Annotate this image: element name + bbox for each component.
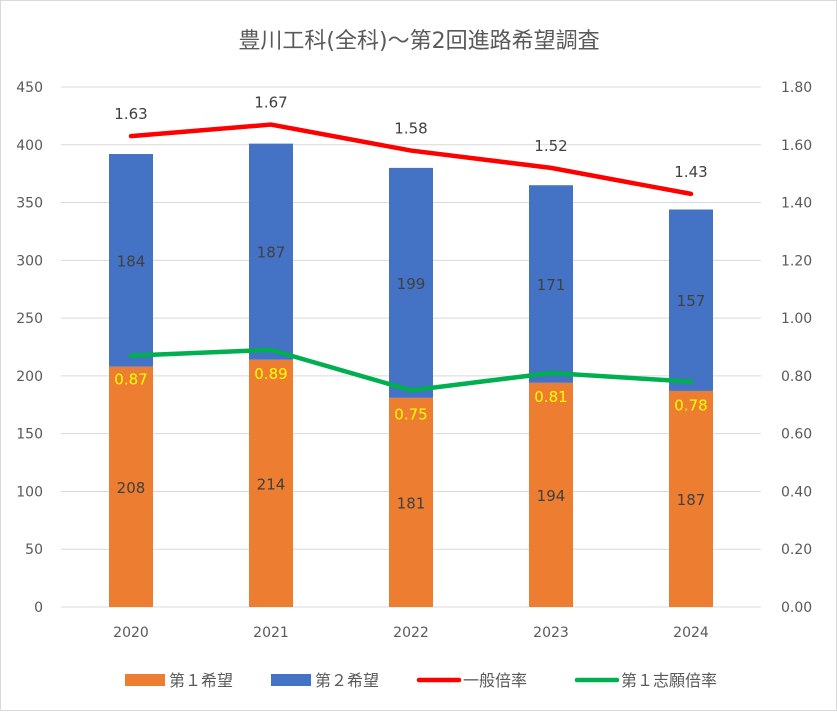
left-tick-label: 200 bbox=[16, 369, 43, 385]
legend-swatch bbox=[271, 674, 311, 686]
left-axis: 0 50 100 150 200 250 300 350 400 450 bbox=[16, 80, 43, 616]
bar-second-choice bbox=[249, 143, 293, 360]
line-label-first-choice-ratio: 0.78 bbox=[674, 397, 707, 415]
bar-first-choice bbox=[669, 390, 713, 607]
left-tick-label: 100 bbox=[16, 484, 43, 500]
line-label-first-choice-ratio: 0.81 bbox=[534, 388, 567, 406]
legend: 第１希望 第２希望 一般倍率 第１志願倍率 bbox=[125, 671, 717, 690]
left-tick-label: 400 bbox=[16, 138, 43, 154]
bar-label-first-choice: 187 bbox=[677, 491, 706, 509]
line-label-general-ratio: 1.67 bbox=[254, 94, 287, 112]
right-tick-label: 0.80 bbox=[781, 369, 812, 385]
legend-swatch bbox=[125, 674, 165, 686]
line-label-first-choice-ratio: 0.87 bbox=[114, 371, 147, 389]
legend-label: 第１志願倍率 bbox=[621, 671, 717, 690]
bar-label-second-choice: 199 bbox=[397, 275, 426, 293]
bar-second-choice bbox=[389, 167, 433, 398]
data-labels: 208 184 214 187 181 199 194 171 187 157 1.63 1.67 1.… bbox=[114, 94, 707, 513]
chart-title: 豊川工科(全科)～第2回進路希望調査 bbox=[238, 29, 599, 54]
bar-first-choice bbox=[249, 359, 293, 607]
legend-label: 一般倍率 bbox=[463, 671, 527, 690]
right-axis: 0.00 0.20 0.40 0.60 0.80 1.00 1.20 1.40 1.60 1.80 bbox=[781, 80, 812, 616]
x-tick-label: 2023 bbox=[533, 625, 569, 641]
right-tick-label: 0.20 bbox=[781, 542, 812, 558]
bar-second-choice bbox=[669, 209, 713, 391]
left-tick-label: 50 bbox=[25, 542, 43, 558]
right-tick-label: 1.00 bbox=[781, 311, 812, 327]
x-tick-label: 2020 bbox=[113, 625, 149, 641]
legend-label: 第１希望 bbox=[169, 671, 233, 690]
bar-label-second-choice: 171 bbox=[537, 276, 566, 294]
line-label-general-ratio: 1.63 bbox=[114, 105, 147, 123]
bars bbox=[109, 143, 713, 607]
bar-label-first-choice: 194 bbox=[537, 487, 566, 505]
right-tick-label: 1.80 bbox=[781, 80, 812, 96]
bar-label-first-choice: 208 bbox=[117, 479, 146, 497]
right-tick-label: 1.20 bbox=[781, 253, 812, 269]
line-label-general-ratio: 1.43 bbox=[674, 163, 707, 181]
right-tick-label: 0.60 bbox=[781, 427, 812, 443]
line-label-first-choice-ratio: 0.89 bbox=[254, 365, 287, 383]
line-general-ratio bbox=[128, 122, 694, 197]
x-tick-label: 2024 bbox=[673, 625, 709, 641]
bar-label-first-choice: 214 bbox=[257, 475, 286, 493]
x-axis: 2020 2021 2022 2023 2024 bbox=[113, 625, 709, 641]
bar-label-first-choice: 181 bbox=[397, 494, 426, 512]
left-tick-label: 350 bbox=[16, 196, 43, 212]
left-tick-label: 0 bbox=[34, 600, 43, 616]
bar-label-second-choice: 187 bbox=[257, 244, 286, 262]
line-label-first-choice-ratio: 0.75 bbox=[394, 405, 427, 423]
bar-first-choice bbox=[109, 366, 153, 607]
lines bbox=[128, 122, 694, 393]
left-tick-label: 150 bbox=[16, 427, 43, 443]
x-tick-label: 2022 bbox=[393, 625, 429, 641]
right-tick-label: 0.40 bbox=[781, 484, 812, 500]
left-tick-label: 300 bbox=[16, 253, 43, 269]
line-label-general-ratio: 1.58 bbox=[394, 120, 427, 138]
bar-first-choice bbox=[529, 382, 573, 607]
right-tick-label: 0.00 bbox=[781, 600, 812, 616]
left-tick-label: 250 bbox=[16, 311, 43, 327]
bar-first-choice bbox=[389, 397, 433, 607]
right-tick-label: 1.60 bbox=[781, 138, 812, 154]
bar-second-choice bbox=[109, 154, 153, 367]
bar-label-second-choice: 184 bbox=[117, 252, 146, 270]
left-tick-label: 450 bbox=[16, 80, 43, 96]
bar-label-second-choice: 157 bbox=[677, 292, 706, 310]
right-tick-label: 1.40 bbox=[781, 196, 812, 212]
bar-second-choice bbox=[529, 185, 573, 383]
line-first-choice-ratio bbox=[128, 347, 694, 393]
line-label-general-ratio: 1.52 bbox=[534, 137, 567, 155]
x-tick-label: 2021 bbox=[253, 625, 289, 641]
legend-label: 第２希望 bbox=[315, 671, 379, 690]
